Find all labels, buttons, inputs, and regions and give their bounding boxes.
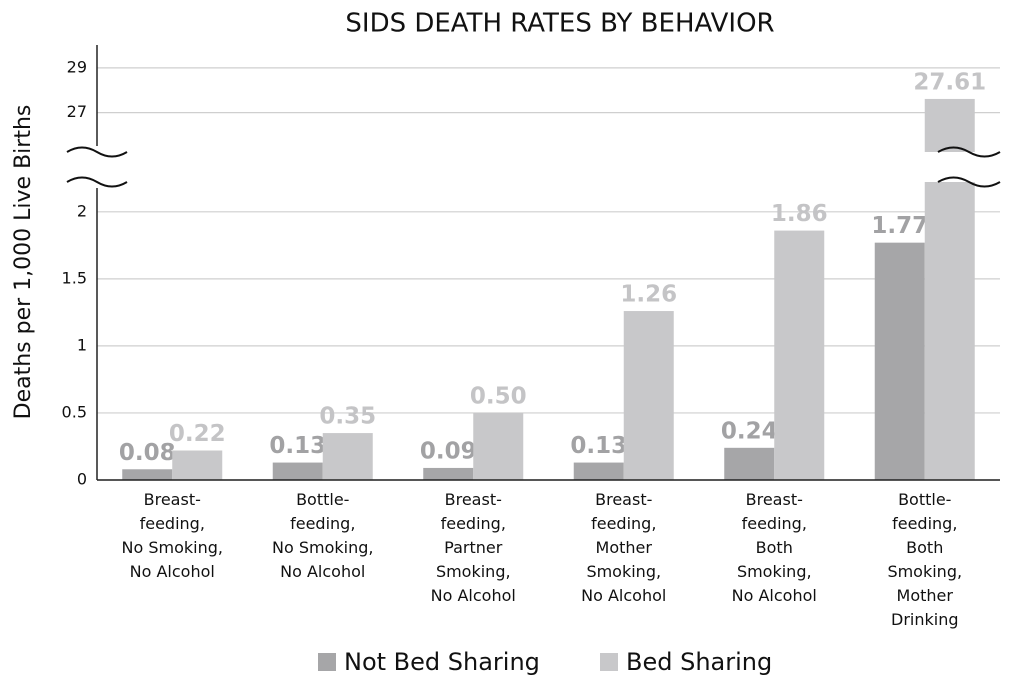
x-tick-label-line: feeding, xyxy=(742,514,807,533)
x-tick-label-line: Breast- xyxy=(144,490,201,509)
value-label: 0.13 xyxy=(570,433,627,459)
x-tick-label: Breast-feeding, Mother Smoking, No Alcohol xyxy=(581,490,666,605)
x-tick-label-line: feeding, xyxy=(140,514,205,533)
y-tick-label: 0 xyxy=(77,470,87,489)
value-label: 0.08 xyxy=(119,440,176,466)
x-tick-label: Breast-feeding, No Smoking, No Alcohol xyxy=(122,490,223,581)
x-tick-label-line: feeding, xyxy=(290,514,355,533)
x-tick-label-line: Mother xyxy=(596,538,653,557)
value-label: 0.09 xyxy=(420,438,477,464)
x-tick-label-line: No Smoking, xyxy=(122,538,223,557)
legend-label: Not Bed Sharing xyxy=(344,648,540,676)
bar xyxy=(172,450,223,480)
axis-break xyxy=(937,176,1001,188)
axis-break xyxy=(66,176,128,188)
x-tick-label-line: Bottle- xyxy=(296,490,349,509)
value-label: 0.13 xyxy=(269,433,326,459)
x-tick-label: Bottle-feeding, Both Smoking, Mother Drinkin… xyxy=(887,490,962,629)
x-tick-label-line: Breast- xyxy=(746,490,803,509)
bar xyxy=(322,433,373,480)
x-tick-label-line: No Alcohol xyxy=(581,586,666,605)
bar xyxy=(272,462,323,480)
x-tick-label-line: No Smoking, xyxy=(272,538,373,557)
bar xyxy=(473,412,524,480)
x-tick-label-line: No Alcohol xyxy=(130,562,215,581)
break-gap xyxy=(98,152,1001,182)
value-label: 0.24 xyxy=(721,418,778,444)
x-tick-label-line: No Alcohol xyxy=(280,562,365,581)
bar xyxy=(573,462,624,480)
chart-title: SIDS DEATH RATES BY BEHAVIOR xyxy=(345,9,774,39)
y-tick-label: 27 xyxy=(67,102,87,121)
bar xyxy=(623,311,674,480)
x-tick-label-line: Smoking, xyxy=(436,562,511,581)
x-tick-label-line: Smoking, xyxy=(586,562,661,581)
x-tick-label-line: Both xyxy=(906,538,943,557)
bar xyxy=(423,467,474,480)
value-label: 1.26 xyxy=(620,282,677,308)
x-tick-label-line: Smoking, xyxy=(887,562,962,581)
axis-break xyxy=(937,146,1001,158)
x-tick-label-line: No Alcohol xyxy=(732,586,817,605)
legend-swatch xyxy=(318,653,336,671)
x-tick-label-line: Partner xyxy=(444,538,503,557)
axis-break xyxy=(66,146,128,158)
bar xyxy=(122,469,173,480)
y-tick-label: 1.5 xyxy=(62,268,87,287)
x-tick-label: Breast-feeding, Both Smoking, No Alcohol xyxy=(732,490,817,605)
x-tick-label-line: Breast- xyxy=(445,490,502,509)
bar xyxy=(774,230,825,480)
x-tick-label-line: Both xyxy=(756,538,793,557)
x-tick-label-line: No Alcohol xyxy=(431,586,516,605)
y-tick-label: 2 xyxy=(77,201,87,220)
x-tick-label-line: Smoking, xyxy=(737,562,812,581)
value-label: 0.22 xyxy=(169,421,226,447)
bar xyxy=(874,242,925,480)
x-tick-label-line: feeding, xyxy=(591,514,656,533)
x-tick-label-line: feeding, xyxy=(892,514,957,533)
x-tick-label-line: Bottle- xyxy=(898,490,951,509)
x-tick-label-line: Drinking xyxy=(891,610,959,629)
bar xyxy=(724,447,775,480)
value-label: 1.77 xyxy=(871,213,928,239)
y-tick-label: 1 xyxy=(77,335,87,354)
legend-swatch xyxy=(600,653,618,671)
x-tick-label: Bottle-feeding, No Smoking, No Alcohol xyxy=(272,490,373,581)
x-tick-label-line: feeding, xyxy=(441,514,506,533)
x-tick-label: Breast-feeding, Partner Smoking, No Alcohol xyxy=(431,490,516,605)
value-label: 0.50 xyxy=(470,383,527,409)
x-tick-label-line: Breast- xyxy=(595,490,652,509)
value-label: 0.35 xyxy=(319,404,376,430)
value-label: 1.86 xyxy=(771,201,828,227)
legend-label: Bed Sharing xyxy=(626,648,772,676)
y-axis-label: Deaths per 1,000 Live Births xyxy=(11,105,36,420)
x-tick-label-line: Mother xyxy=(897,586,954,605)
value-label: 27.61 xyxy=(913,69,986,95)
y-tick-label: 29 xyxy=(67,57,87,76)
y-tick-label: 0.5 xyxy=(62,402,87,421)
